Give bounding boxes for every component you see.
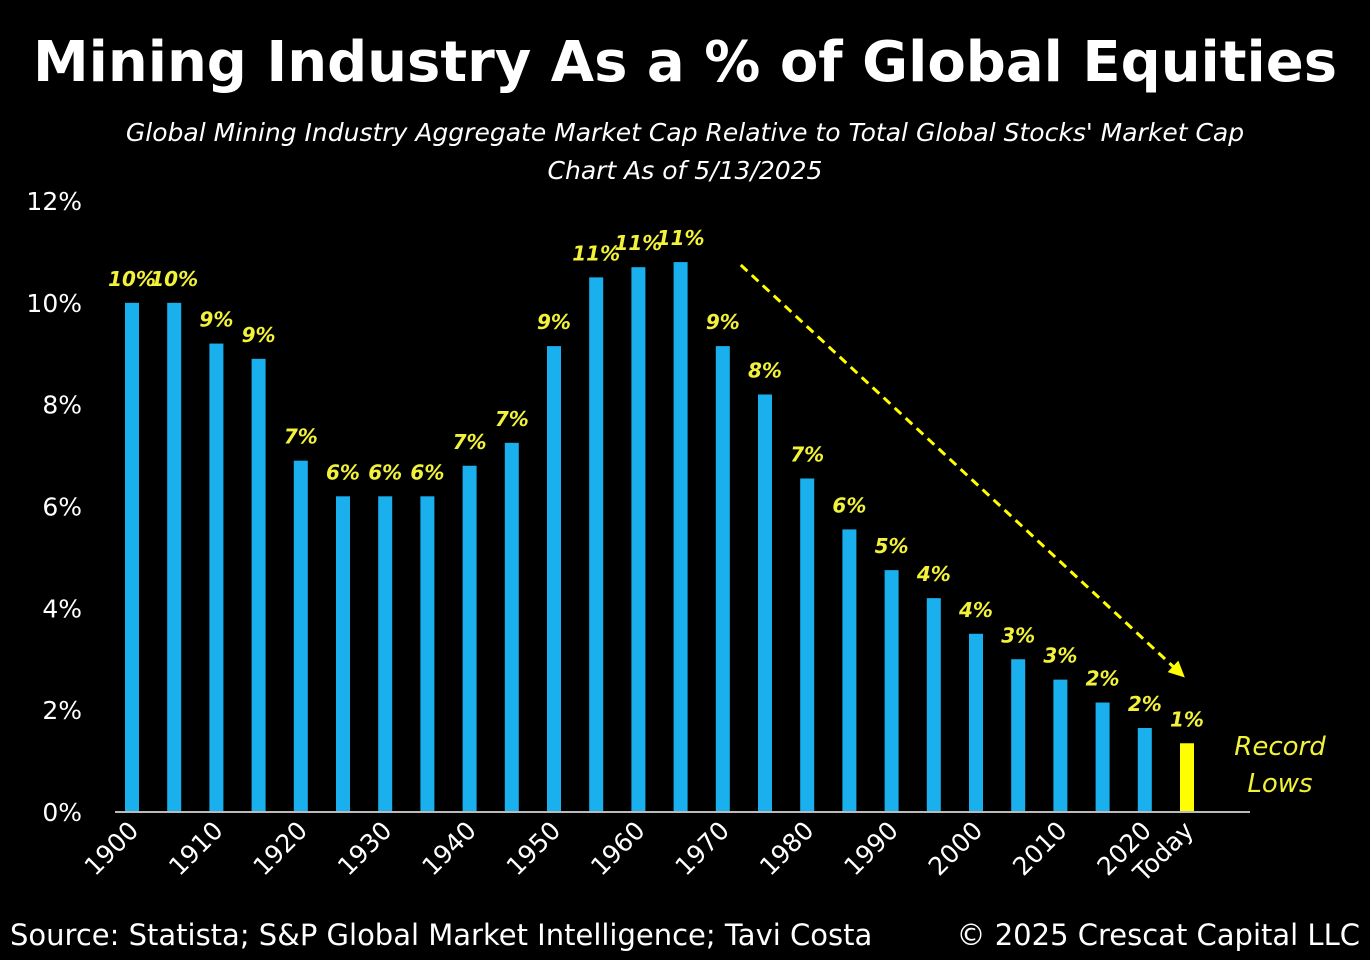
data-label: 11% — [614, 231, 662, 255]
data-label: 7% — [284, 425, 318, 449]
chart-subtitle: Global Mining Industry Aggregate Market … — [125, 118, 1245, 147]
x-tick-label: 1970 — [670, 816, 735, 881]
data-label: 9% — [537, 310, 571, 334]
bar-Today — [1180, 743, 1194, 812]
data-label: 7% — [495, 407, 529, 431]
chart-title: Mining Industry As a % of Global Equitie… — [32, 30, 1338, 95]
x-tick-label: 1920 — [248, 816, 313, 881]
data-label: 1% — [1170, 707, 1204, 731]
data-label: 10% — [150, 267, 198, 291]
x-tick-label: 2000 — [923, 816, 988, 881]
bar-1995 — [926, 598, 941, 812]
y-tick-label: 6% — [42, 493, 82, 522]
bar-1940 — [462, 465, 477, 812]
bar-2000 — [969, 633, 983, 812]
y-tick-label: 12% — [26, 187, 82, 216]
bar-2020 — [1137, 727, 1152, 812]
bar-1975 — [758, 394, 772, 812]
bar-1965 — [673, 262, 688, 813]
record-lows-annotation: Lows — [1247, 769, 1312, 799]
x-tick-label: 2010 — [1007, 816, 1072, 881]
data-label: 7% — [453, 430, 487, 454]
data-label: 3% — [1001, 623, 1035, 647]
data-label: 11% — [572, 241, 620, 265]
bar-1930 — [378, 496, 393, 812]
data-label: 7% — [790, 442, 824, 466]
data-label: 4% — [958, 598, 993, 622]
y-tick-label: 0% — [42, 798, 82, 827]
bar-2015 — [1095, 702, 1110, 812]
bar-1960 — [631, 267, 646, 813]
data-label: 2% — [1086, 667, 1120, 691]
data-label: 6% — [368, 460, 402, 484]
y-tick-label: 4% — [42, 594, 82, 623]
y-tick-label: 8% — [42, 391, 82, 420]
bar-1980 — [800, 478, 815, 812]
data-label: 11% — [657, 226, 705, 250]
source-note: Source: Statista; S&P Global Market Inte… — [10, 918, 873, 952]
bar-1925 — [336, 496, 350, 812]
x-tick-label: 1940 — [416, 816, 481, 881]
data-label: 6% — [832, 493, 866, 517]
data-label: 2% — [1128, 692, 1162, 716]
x-tick-label: 1930 — [332, 816, 397, 881]
x-tick-label: 1960 — [585, 816, 650, 881]
data-label: 6% — [410, 460, 444, 484]
data-label: 9% — [706, 310, 740, 334]
data-label: 3% — [1043, 644, 1077, 668]
chart-date: Chart As of 5/13/2025 — [547, 156, 823, 185]
bar-1945 — [504, 442, 519, 812]
y-tick-label: 10% — [26, 289, 82, 318]
bar-1970 — [715, 346, 730, 812]
record-lows-annotation: Record — [1234, 732, 1326, 762]
data-label: 6% — [326, 460, 360, 484]
y-tick-label: 2% — [42, 696, 82, 725]
copyright: © 2025 Crescat Capital LLC — [956, 918, 1361, 952]
data-label: 9% — [199, 308, 233, 332]
data-label: 9% — [242, 323, 276, 347]
bar-1985 — [842, 529, 857, 812]
bar-1900 — [125, 302, 139, 812]
bar-1950 — [547, 346, 561, 812]
x-tick-label: 1910 — [163, 816, 228, 881]
data-label: 10% — [108, 267, 156, 291]
bar-1955 — [589, 277, 604, 812]
bar-1910 — [209, 343, 224, 812]
bar-1990 — [884, 570, 899, 812]
bar-2005 — [1011, 659, 1026, 812]
bar-2010 — [1053, 679, 1068, 812]
trend-arrow-head — [1167, 660, 1185, 678]
x-tick-label: 1950 — [501, 816, 566, 881]
bar-1920 — [293, 460, 308, 812]
data-label: 8% — [748, 358, 782, 382]
x-tick-label: 1980 — [754, 816, 819, 881]
x-tick-label: 1990 — [838, 816, 903, 881]
trend-arrow-line — [739, 263, 1181, 674]
bar-1905 — [167, 302, 182, 812]
data-label: 5% — [875, 534, 909, 558]
x-tick-label: 1900 — [79, 816, 144, 881]
bar-1935 — [420, 496, 435, 812]
data-label: 4% — [916, 562, 951, 586]
bar-1915 — [251, 358, 266, 812]
